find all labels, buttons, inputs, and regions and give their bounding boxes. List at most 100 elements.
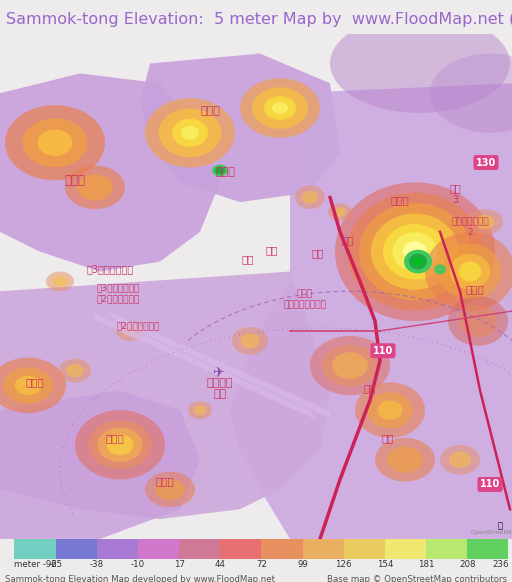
Text: 인천국제
공항: 인천국제 공항 xyxy=(207,378,233,399)
Text: -65: -65 xyxy=(49,560,62,569)
Text: 181: 181 xyxy=(418,560,434,569)
Ellipse shape xyxy=(355,382,425,438)
Text: meter -92: meter -92 xyxy=(14,560,57,569)
Ellipse shape xyxy=(322,345,378,386)
Text: 208: 208 xyxy=(459,560,476,569)
Ellipse shape xyxy=(59,359,91,382)
Text: 72: 72 xyxy=(256,560,267,569)
Ellipse shape xyxy=(65,165,125,209)
Bar xyxy=(220,539,261,559)
Ellipse shape xyxy=(450,254,490,289)
Text: 신불: 신불 xyxy=(382,433,394,443)
Ellipse shape xyxy=(188,401,212,419)
Ellipse shape xyxy=(5,105,105,180)
Text: 용유: 용유 xyxy=(242,254,254,265)
Bar xyxy=(344,539,385,559)
Polygon shape xyxy=(0,73,220,271)
Text: 남북동: 남북동 xyxy=(105,433,124,443)
Ellipse shape xyxy=(475,215,495,229)
Ellipse shape xyxy=(310,336,390,395)
Text: 126: 126 xyxy=(335,560,352,569)
Text: 운서: 운서 xyxy=(312,249,324,258)
Polygon shape xyxy=(140,54,340,202)
Ellipse shape xyxy=(66,364,84,377)
Ellipse shape xyxy=(440,445,480,474)
Ellipse shape xyxy=(194,405,207,415)
Text: Sammok-tong Elevation Map developed by www.FloodMap.net: Sammok-tong Elevation Map developed by w… xyxy=(5,574,275,582)
Ellipse shape xyxy=(272,102,288,114)
Ellipse shape xyxy=(0,358,66,413)
Ellipse shape xyxy=(387,446,423,473)
Ellipse shape xyxy=(335,182,495,321)
Bar xyxy=(138,539,179,559)
Ellipse shape xyxy=(159,108,222,157)
Text: 제3국제업무단지: 제3국제업무단지 xyxy=(87,264,134,275)
Text: 110: 110 xyxy=(480,480,500,489)
Ellipse shape xyxy=(3,367,53,403)
Ellipse shape xyxy=(425,232,512,311)
Polygon shape xyxy=(91,311,316,420)
Ellipse shape xyxy=(393,232,437,271)
Polygon shape xyxy=(0,271,330,519)
Text: Base map © OpenStreetMap contributors: Base map © OpenStreetMap contributors xyxy=(327,574,507,582)
Text: Sammok-tong Elevation:  5 meter Map by  www.FloodMap.net (beta): Sammok-tong Elevation: 5 meter Map by ww… xyxy=(6,12,512,27)
Ellipse shape xyxy=(371,214,459,290)
Polygon shape xyxy=(109,311,334,420)
Ellipse shape xyxy=(46,271,74,292)
Text: 110: 110 xyxy=(373,346,393,356)
Bar xyxy=(179,539,220,559)
Text: 17: 17 xyxy=(174,560,184,569)
Ellipse shape xyxy=(347,193,483,311)
Ellipse shape xyxy=(448,296,508,346)
Bar xyxy=(426,539,467,559)
Ellipse shape xyxy=(37,130,73,156)
Text: 운서동
공항신도시본기점: 운서동 공항신도시본기점 xyxy=(284,289,327,309)
Ellipse shape xyxy=(77,174,113,200)
Ellipse shape xyxy=(89,421,152,469)
Text: 130: 130 xyxy=(476,158,496,168)
Text: 154: 154 xyxy=(377,560,393,569)
Text: 99: 99 xyxy=(297,560,308,569)
Ellipse shape xyxy=(413,258,423,265)
Text: 북도면: 북도면 xyxy=(65,174,86,187)
Bar xyxy=(261,539,303,559)
Polygon shape xyxy=(230,83,512,539)
Text: 236: 236 xyxy=(492,560,508,569)
Bar xyxy=(55,539,97,559)
Ellipse shape xyxy=(252,87,308,129)
Bar xyxy=(14,539,55,559)
Text: -38: -38 xyxy=(90,560,104,569)
Text: 운북: 운북 xyxy=(342,235,354,245)
Bar xyxy=(467,539,508,559)
Text: 금산
3: 금산 3 xyxy=(449,183,461,205)
Ellipse shape xyxy=(145,471,195,508)
Ellipse shape xyxy=(467,209,503,235)
Ellipse shape xyxy=(459,305,498,337)
Ellipse shape xyxy=(23,118,88,167)
Ellipse shape xyxy=(52,276,68,287)
Bar xyxy=(385,539,426,559)
Ellipse shape xyxy=(116,321,144,341)
Bar xyxy=(303,539,344,559)
Ellipse shape xyxy=(438,244,501,299)
Bar xyxy=(97,539,138,559)
Ellipse shape xyxy=(328,203,352,221)
Text: 운서: 운서 xyxy=(266,244,278,255)
Text: 신도리: 신도리 xyxy=(215,168,235,178)
Text: 신불: 신불 xyxy=(364,384,376,393)
Ellipse shape xyxy=(240,333,260,349)
Ellipse shape xyxy=(359,203,471,300)
Ellipse shape xyxy=(232,327,268,354)
Ellipse shape xyxy=(75,410,165,480)
Ellipse shape xyxy=(378,400,402,420)
Text: 시도리: 시도리 xyxy=(200,106,220,116)
Ellipse shape xyxy=(383,224,447,279)
Ellipse shape xyxy=(403,242,427,262)
Text: 44: 44 xyxy=(215,560,226,569)
Ellipse shape xyxy=(145,98,235,168)
Text: 덕교동: 덕교동 xyxy=(156,477,175,487)
Ellipse shape xyxy=(172,119,208,147)
Text: 운북동: 운북동 xyxy=(391,195,410,205)
Ellipse shape xyxy=(155,479,185,500)
Ellipse shape xyxy=(332,352,368,379)
